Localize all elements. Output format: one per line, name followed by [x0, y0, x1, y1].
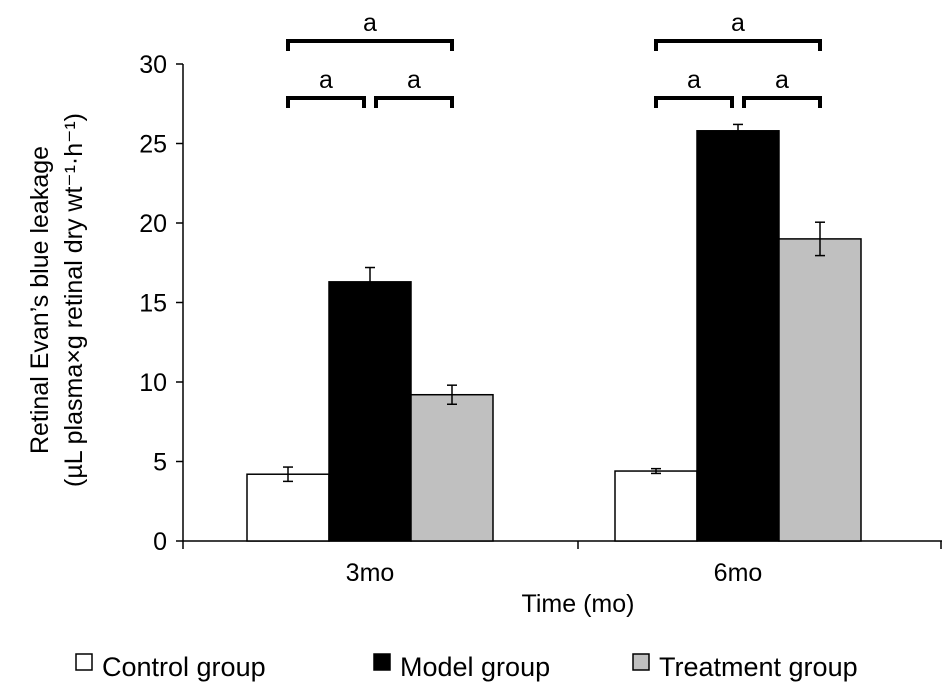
significance-label: a [687, 66, 701, 94]
significance-bracket [286, 39, 454, 51]
significance-label: a [363, 9, 377, 37]
y-axis-title-line2: (µL plasma×g retinal dry wt⁻¹·h⁻¹) [60, 113, 88, 487]
y-tick-label: 20 [139, 210, 167, 238]
significance-label: a [731, 9, 745, 37]
legend-item: Control group [75, 652, 266, 682]
significance-bracket [654, 39, 822, 51]
significance-bracket [286, 96, 366, 108]
y-axis-title: Retinal Evan’s blue leakage (µL plasma×g… [26, 113, 88, 487]
bar [614, 470, 698, 542]
significance-brackets: a a a a a a [286, 9, 822, 108]
y-tick-label: 10 [139, 369, 167, 397]
significance-label: a [319, 66, 333, 94]
legend-swatch [632, 653, 650, 671]
bar [696, 130, 780, 542]
legend-swatch [373, 653, 391, 671]
bar [328, 281, 412, 542]
x-axis-title: Time (mo) [522, 590, 635, 618]
bar [410, 393, 494, 542]
bar [778, 238, 862, 542]
y-tick-label: 25 [139, 131, 167, 159]
significance-label: a [775, 66, 789, 94]
y-tick-label: 15 [139, 290, 167, 318]
y-tick-label: 5 [153, 449, 167, 477]
y-axis-title-line1: Retinal Evan’s blue leakage [26, 146, 54, 454]
legend: Control group Model group Treatment group [75, 652, 858, 682]
legend-label: Treatment group [659, 652, 858, 682]
legend-label: Model group [400, 652, 550, 682]
significance-label: a [407, 66, 421, 94]
error-bars [283, 123, 825, 483]
legend-item: Model group [373, 652, 550, 682]
significance-bracket [742, 96, 822, 108]
x-category-label: 3mo [346, 559, 395, 587]
legend-label: Control group [102, 652, 266, 682]
bar [246, 473, 330, 542]
y-axis: 0 5 10 15 20 25 30 [139, 51, 184, 556]
legend-item: Treatment group [632, 652, 858, 682]
legend-swatch [75, 653, 93, 671]
x-axis: 3mo 6mo [182, 540, 942, 587]
x-category-label: 6mo [714, 559, 763, 587]
bars [246, 130, 862, 542]
y-tick-label: 0 [153, 528, 167, 556]
y-tick-label: 30 [139, 51, 167, 79]
significance-bracket [374, 96, 454, 108]
significance-bracket [654, 96, 734, 108]
